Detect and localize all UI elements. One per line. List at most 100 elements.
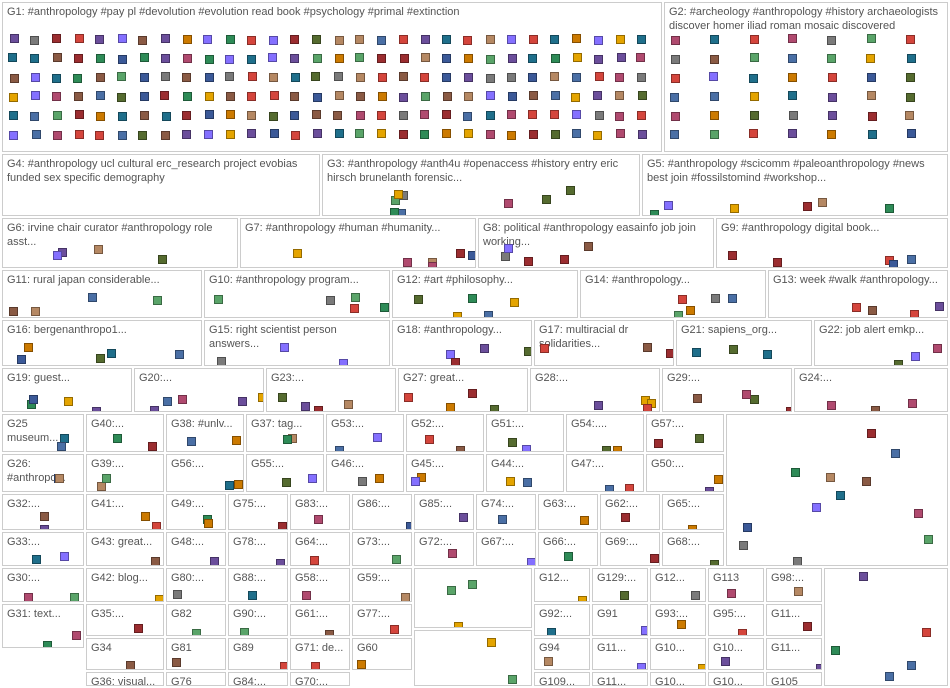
node-icon	[291, 73, 300, 82]
node-icon	[27, 400, 36, 409]
node-icon	[399, 111, 408, 120]
node-icon	[728, 294, 737, 303]
node-icon	[52, 92, 61, 101]
node-icon	[528, 54, 537, 63]
group-label: G2: #archeology #anthropology #history a…	[665, 3, 947, 36]
node-icon	[650, 554, 659, 563]
node-icon	[302, 591, 311, 600]
node-icon	[57, 442, 66, 451]
node-icon	[442, 54, 451, 63]
node-icon	[399, 191, 408, 200]
node-icon	[205, 110, 214, 119]
node-icon	[605, 485, 614, 492]
node-icon	[464, 129, 473, 138]
node-icon	[674, 311, 683, 318]
node-icon	[203, 35, 212, 44]
group-cell-G24: G24:...	[794, 368, 948, 412]
node-icon	[617, 53, 626, 62]
node-icon	[75, 110, 84, 119]
group-cell-G10d: G10...	[650, 672, 706, 686]
group-cell-G11c: G11...	[592, 638, 648, 670]
node-icon	[730, 204, 739, 213]
node-icon	[126, 661, 135, 670]
node-icon	[788, 91, 797, 100]
node-icon	[812, 503, 821, 512]
group-cell-G28: G28:...	[530, 368, 660, 412]
group-label: G53:...	[327, 415, 403, 434]
group-cell-G113: G113	[708, 568, 764, 602]
group-label: G21: sapiens_org...	[677, 321, 811, 340]
group-label: G72:...	[415, 533, 473, 552]
group-cell-G83: G83:...	[290, 494, 350, 530]
node-icon	[827, 36, 836, 45]
node-icon	[788, 129, 797, 138]
node-icon	[637, 73, 646, 82]
node-icon	[102, 474, 111, 483]
node-icon	[456, 446, 465, 452]
node-icon	[710, 560, 719, 566]
node-icon	[572, 110, 581, 119]
group-cell-G74: G74:...	[476, 494, 536, 530]
node-icon	[615, 73, 624, 82]
node-icon	[905, 111, 914, 120]
node-icon	[906, 93, 915, 102]
node-icon	[542, 195, 551, 204]
node-icon	[621, 513, 630, 522]
node-icon	[351, 293, 360, 302]
group-label: G70:...	[291, 673, 349, 686]
group-label: G10...	[709, 673, 763, 686]
node-icon	[508, 54, 517, 63]
node-icon	[710, 35, 719, 44]
group-cell-G129: G129:...	[592, 568, 648, 602]
node-icon	[95, 131, 104, 140]
node-icon	[528, 110, 537, 119]
node-icon	[247, 36, 256, 45]
node-icon	[871, 406, 880, 412]
node-icon	[793, 557, 802, 566]
node-icon	[43, 641, 52, 648]
node-icon	[786, 407, 792, 412]
node-icon	[155, 595, 164, 603]
node-icon	[29, 395, 38, 404]
group-label: G1: #anthropology #pay pl #devolution #e…	[3, 3, 661, 22]
group-cell-G89: G89	[228, 638, 288, 670]
node-icon	[205, 73, 214, 82]
node-icon	[650, 210, 659, 216]
group-label: G94	[535, 639, 589, 658]
node-icon	[75, 34, 84, 43]
node-icon	[528, 73, 537, 82]
node-icon	[276, 559, 285, 566]
group-label: G42: blog...	[87, 569, 163, 588]
node-icon	[550, 35, 559, 44]
group-cell-G41b: G41:...	[86, 494, 164, 530]
node-icon	[226, 92, 235, 101]
group-label: G34	[87, 639, 163, 658]
node-icon	[593, 91, 602, 100]
group-label: G26: #anthropo...	[3, 455, 83, 483]
group-cell-G2: G2: #archeology #anthropology #history a…	[664, 2, 948, 152]
group-label: G75:...	[229, 495, 287, 514]
node-icon	[924, 535, 933, 544]
node-icon	[442, 110, 451, 119]
node-icon	[183, 54, 192, 63]
node-icon	[247, 129, 256, 138]
node-icon	[580, 516, 589, 525]
node-icon	[357, 660, 366, 669]
group-label: G74:...	[477, 495, 535, 514]
node-icon	[420, 130, 429, 139]
group-cell-G10: G10: #anthropology program...	[204, 270, 390, 318]
node-icon	[335, 36, 344, 45]
node-icon	[506, 477, 515, 486]
node-icon	[399, 93, 408, 102]
node-icon	[30, 54, 39, 63]
node-icon	[310, 556, 319, 565]
group-label: G10...	[651, 639, 705, 658]
group-label: G95:...	[709, 605, 763, 624]
group-cell-G43: G43: great...	[86, 532, 164, 566]
group-cell-G3: G3: #anthropology #anth4u #openaccess #h…	[322, 154, 640, 216]
node-icon	[187, 437, 196, 446]
node-icon	[868, 130, 877, 139]
node-icon	[421, 35, 430, 44]
group-label: G77:...	[353, 605, 411, 624]
node-icon	[248, 72, 257, 81]
